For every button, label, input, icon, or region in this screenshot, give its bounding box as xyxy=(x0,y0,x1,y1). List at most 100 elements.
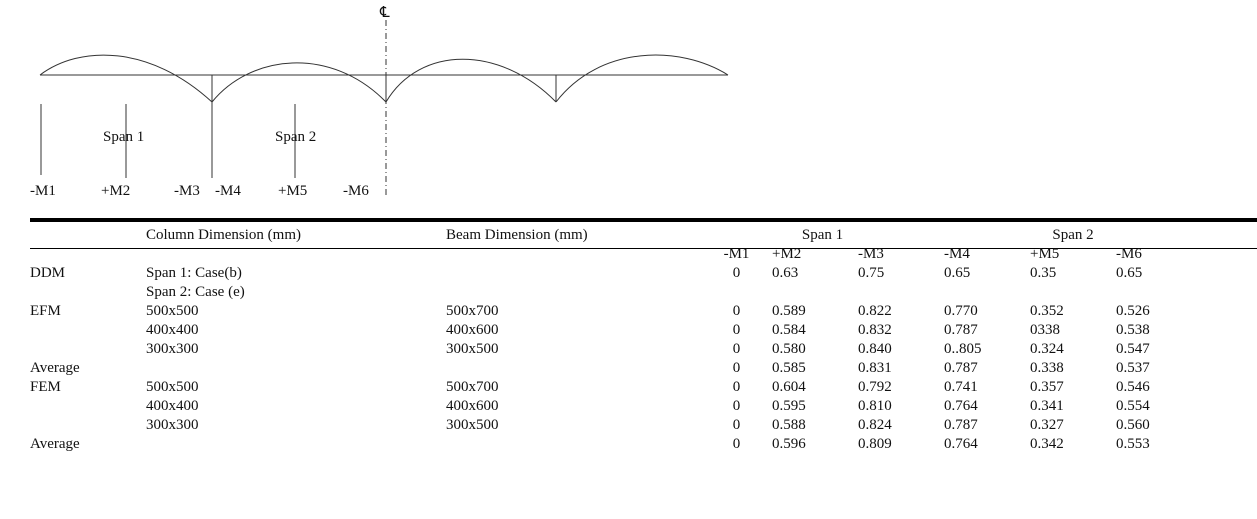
moment-value-cell: 0.764 xyxy=(944,398,978,414)
column-dimension-cell: 500x500 xyxy=(146,303,199,319)
moment-value-cell: 0.792 xyxy=(858,379,892,395)
moment-value-cell: 0.63 xyxy=(772,265,799,281)
moment-value-cell: 0338 xyxy=(1030,322,1060,338)
column-dimension-cell xyxy=(146,435,446,454)
moment-value-cell: 0.560 xyxy=(1116,417,1150,433)
moment-value-cell: 0 xyxy=(732,341,741,357)
beam-dimension-cell: 500x700 xyxy=(446,303,499,319)
table-row: 400x400 400x600 0 0.584 0.832 0.787 0338 0.538 xyxy=(30,321,1202,340)
moment-label-m6: -M6 xyxy=(343,183,369,199)
beam-dimension-cell: 300x500 xyxy=(446,417,499,433)
moment-value-cell: 0.65 xyxy=(944,265,971,281)
moment-label-m5: +M5 xyxy=(278,183,307,199)
table-row: 300x300 300x500 0 0.580 0.840 0..805 0.324 0.54… xyxy=(30,340,1202,359)
method-cell xyxy=(30,397,146,416)
moment-value-cell: 0.324 xyxy=(1030,341,1064,357)
header-moment-m6: -M6 xyxy=(1116,246,1142,262)
header-beam-dimension: Beam Dimension (mm) xyxy=(446,227,588,243)
moment-value-cell: 0.741 xyxy=(944,379,978,395)
beam-dimension-cell xyxy=(446,264,701,283)
moment-value-cell: 0.810 xyxy=(858,398,892,414)
beam-dimension-cell: 500x700 xyxy=(446,379,499,395)
moment-value-cell: 0..805 xyxy=(944,341,982,357)
moment-value-cell: 0.580 xyxy=(772,341,806,357)
moment-value-cell: 0.584 xyxy=(772,322,806,338)
column-dimension-cell xyxy=(146,359,446,378)
header-moment-m3: -M3 xyxy=(858,246,884,262)
moment-value-cell: 0.537 xyxy=(1116,360,1150,376)
moment-value-cell: 0.604 xyxy=(772,379,806,395)
moment-label-m4: -M4 xyxy=(215,183,241,199)
moment-value-cell: 0.822 xyxy=(858,303,892,319)
column-dimension-cell: Span 2: Case (e) xyxy=(146,284,245,300)
table-header-row-2: -M1 +M2 -M3 -M4 +M5 -M6 xyxy=(30,245,1202,264)
moment-value-cell xyxy=(772,283,858,302)
moment-value-cell: 0.553 xyxy=(1116,436,1150,452)
beam-dimension-cell xyxy=(446,283,701,302)
column-dimension-cell: 400x400 xyxy=(146,322,199,338)
header-method xyxy=(30,226,146,245)
table-row: FEM 500x500 500x700 0 0.604 0.792 0.741 0.357 0.… xyxy=(30,378,1202,397)
moment-value-cell xyxy=(1030,283,1116,302)
moment-value-cell xyxy=(701,283,772,302)
beam-dimension-cell xyxy=(446,435,701,454)
moment-value-cell: 0.787 xyxy=(944,360,978,376)
beam-dimension-cell xyxy=(446,359,701,378)
table-row: 400x400 400x600 0 0.595 0.810 0.764 0.341 0.554 xyxy=(30,397,1202,416)
header-column-dimension: Column Dimension (mm) xyxy=(146,227,301,243)
moment-value-cell: 0.809 xyxy=(858,436,892,452)
moment-value-cell: 0.787 xyxy=(944,322,978,338)
moment-value-cell: 0 xyxy=(732,265,741,281)
method-cell: Average xyxy=(30,360,80,376)
moment-label-m1: -M1 xyxy=(30,183,56,199)
header-moment-m1: -M1 xyxy=(723,246,750,262)
method-cell xyxy=(30,340,146,359)
moment-value-cell: 0.595 xyxy=(772,398,806,414)
moment-value-cell: 0 xyxy=(732,379,741,395)
table-header-row-1: Column Dimension (mm) Beam Dimension (mm… xyxy=(30,226,1202,245)
moment-value-cell: 0.840 xyxy=(858,341,892,357)
moment-curve-span3 xyxy=(385,58,557,103)
moment-value-cell: 0.327 xyxy=(1030,417,1064,433)
beam-dimension-cell: 400x600 xyxy=(446,322,499,338)
table-top-rule xyxy=(30,218,1257,222)
moment-value-cell: 0 xyxy=(732,303,741,319)
moment-curve-span1 xyxy=(39,54,213,103)
moment-value-cell xyxy=(858,283,944,302)
moment-curve-span4 xyxy=(555,54,729,103)
header-span2: Span 2 xyxy=(1052,227,1094,243)
header-moment-m5: +M5 xyxy=(1030,246,1060,262)
moment-value-cell: 0.832 xyxy=(858,322,892,338)
moment-value-cell xyxy=(944,283,1030,302)
moment-value-cell: 0.338 xyxy=(1030,360,1064,376)
header-span1: Span 1 xyxy=(801,227,844,243)
moment-value-cell: 0 xyxy=(732,360,741,376)
method-cell: EFM xyxy=(30,303,61,319)
beam-dimension-cell: 300x500 xyxy=(446,341,499,357)
moment-value-cell: 0.357 xyxy=(1030,379,1064,395)
moment-value-cell: 0.764 xyxy=(944,436,978,452)
table-row: DDM Span 1: Case(b) 0 0.63 0.75 0.65 0.35 0.65 xyxy=(30,264,1202,283)
moment-diagram: ℄ Span 1 Span 2 -M1 +M2 -M3 -M4 +M5 -M6 xyxy=(30,5,729,199)
method-cell xyxy=(30,283,146,302)
table-row: Average 0 0.596 0.809 0.764 0.342 0.553 xyxy=(30,435,1202,454)
table-row: Span 2: Case (e) xyxy=(30,283,1202,302)
moment-label-m3: -M3 xyxy=(174,183,200,199)
moment-value-cell: 0.75 xyxy=(858,265,885,281)
moment-value-cell: 0.341 xyxy=(1030,398,1064,414)
moment-value-cell: 0.526 xyxy=(1116,303,1150,319)
moment-value-cell: 0.554 xyxy=(1116,398,1150,414)
moment-value-cell: 0.342 xyxy=(1030,436,1064,452)
header-moment-m2: +M2 xyxy=(772,246,802,262)
column-dimension-cell: 500x500 xyxy=(146,379,199,395)
column-dimension-cell: 300x300 xyxy=(146,341,199,357)
header-moment-m4: -M4 xyxy=(944,246,970,262)
moment-value-cell: 0 xyxy=(732,398,741,414)
column-dimension-cell: 400x400 xyxy=(146,398,199,414)
moment-value-cell: 0.588 xyxy=(772,417,806,433)
moment-value-cell: 0.831 xyxy=(858,360,892,376)
table-row: Average 0 0.585 0.831 0.787 0.338 0.537 xyxy=(30,359,1202,378)
table-header-rule xyxy=(30,248,1257,249)
moment-value-cell: 0 xyxy=(732,417,741,433)
span2-label: Span 2 xyxy=(275,129,316,145)
